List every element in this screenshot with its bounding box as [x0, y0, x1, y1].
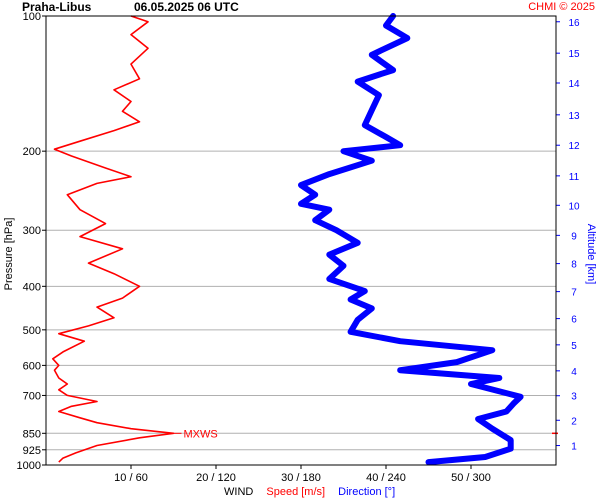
alt-tick-label-7: 7: [571, 288, 577, 299]
y2-axis-label: Altitude [km]: [585, 224, 597, 285]
y-tick-label-100: 100: [23, 11, 41, 23]
alt-tick-label-16: 16: [568, 18, 580, 29]
alt-tick-label-8: 8: [571, 260, 577, 271]
x-axis-label: WIND Speed [m/s] Direction [°]: [224, 486, 395, 498]
direction-series-line: [298, 13, 524, 466]
y-tick-label-300: 300: [23, 225, 41, 237]
x-label-direction: Direction [°]: [338, 486, 395, 498]
y-tick-label-850: 850: [23, 428, 41, 440]
x-tick-label-5: 50 / 300: [451, 472, 491, 484]
y-tick-label-700: 700: [23, 390, 41, 402]
grid: [46, 15, 556, 466]
y-tick-label-600: 600: [23, 360, 41, 372]
pressure-ticks: 100 200 300 400 500 600 700 850 925 1000: [17, 11, 46, 472]
alt-tick-label-12: 12: [568, 141, 580, 152]
alt-tick-label-11: 11: [569, 172, 580, 183]
y-axis-label: Pressure [hPa]: [3, 218, 15, 291]
x-tick-label-4: 40 / 240: [366, 472, 406, 484]
x-tick-label-1: 10 / 60: [114, 472, 148, 484]
x-tick-label-3: 30 / 180: [281, 472, 321, 484]
x-tick-label-2: 20 / 120: [196, 472, 236, 484]
y-tick-label-500: 500: [23, 325, 41, 337]
y-tick-label-200: 200: [23, 146, 41, 158]
plot-frame: [45, 15, 557, 466]
speed-series-line: [51, 15, 175, 463]
chart-title: Praha-Libus: [22, 0, 92, 14]
x-ticks: 10 / 60 20 / 120 30 / 180 40 / 240 50 / 300: [114, 465, 491, 484]
mxws-marker-label: MXWS: [184, 428, 218, 440]
x-label-wind: WIND: [224, 486, 253, 498]
series-layer: MXWS: [51, 13, 558, 466]
chart-subtitle: 06.05.2025 06 UTC: [134, 0, 239, 14]
alt-tick-label-6: 6: [571, 315, 577, 326]
alt-tick-label-5: 5: [571, 341, 577, 352]
y-tick-label-925: 925: [23, 445, 41, 457]
alt-tick-label-9: 9: [571, 231, 577, 242]
alt-tick-label-3: 3: [571, 392, 577, 403]
alt-tick-label-1: 1: [571, 442, 577, 453]
alt-tick-label-10: 10: [568, 201, 580, 212]
y-tick-label-400: 400: [23, 281, 41, 293]
y-tick-label-1000: 1000: [17, 460, 41, 472]
chart-credit: CHMI © 2025: [528, 1, 595, 13]
alt-tick-label-13: 13: [568, 111, 580, 122]
alt-tick-label-2: 2: [571, 416, 577, 427]
x-label-speed: Speed [m/s]: [266, 486, 325, 498]
alt-tick-label-15: 15: [568, 49, 580, 60]
alt-tick-label-4: 4: [571, 367, 577, 378]
alt-tick-label-14: 14: [568, 79, 580, 90]
